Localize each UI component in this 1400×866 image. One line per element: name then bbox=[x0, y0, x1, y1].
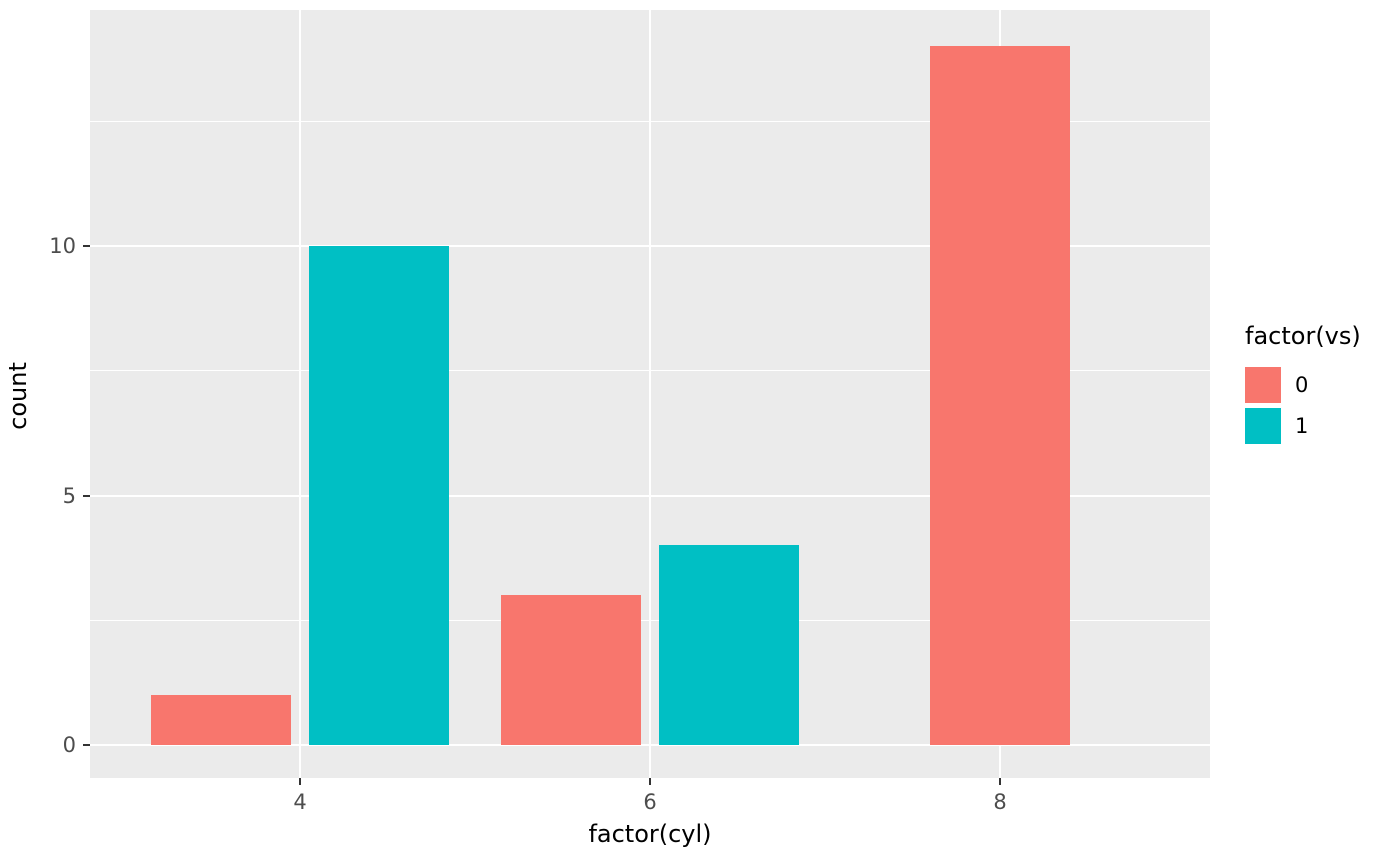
legend: factor(vs) 0 1 bbox=[1245, 322, 1395, 446]
y-tick-mark bbox=[83, 245, 90, 247]
legend-label-0: 0 bbox=[1295, 372, 1309, 397]
legend-entry: 1 bbox=[1245, 405, 1395, 446]
legend-swatch-0 bbox=[1245, 366, 1281, 403]
legend-label-1: 1 bbox=[1295, 413, 1309, 438]
bar-cyl8-vs0 bbox=[930, 46, 1070, 745]
x-tick-mark bbox=[299, 778, 301, 785]
y-tick-label: 0 bbox=[62, 733, 76, 757]
bar-cyl6-vs0 bbox=[501, 595, 641, 745]
bars-layer bbox=[90, 10, 1210, 778]
y-axis-title: count bbox=[4, 362, 32, 430]
x-tick-label: 4 bbox=[293, 790, 307, 814]
gridline-horizontal-major bbox=[90, 494, 1210, 497]
y-tick-label: 5 bbox=[62, 483, 76, 508]
legend-title: factor(vs) bbox=[1245, 322, 1361, 350]
x-tick-mark bbox=[999, 778, 1001, 785]
x-tick-label: 6 bbox=[643, 790, 657, 814]
y-tick-label: 10 bbox=[49, 234, 76, 258]
x-axis-title: factor(cyl) bbox=[588, 820, 712, 848]
x-tick-label: 8 bbox=[993, 790, 1007, 814]
plot-panel bbox=[90, 10, 1210, 778]
bar-cyl4-vs1 bbox=[309, 246, 449, 745]
gridline-horizontal-minor bbox=[90, 120, 1210, 122]
legend-entry: 0 bbox=[1245, 364, 1395, 405]
bar-cyl6-vs1 bbox=[659, 545, 799, 745]
bar-cyl4-vs0 bbox=[151, 695, 291, 745]
y-tick-mark bbox=[83, 744, 90, 746]
x-tick-mark bbox=[649, 778, 651, 785]
gridline-horizontal-major bbox=[90, 245, 1210, 247]
gridline-horizontal-minor bbox=[90, 370, 1210, 372]
gridline-vertical-major bbox=[299, 10, 301, 778]
gridline-vertical-major bbox=[649, 10, 651, 778]
legend-swatch-1 bbox=[1245, 407, 1281, 444]
gridline-horizontal-major bbox=[90, 744, 1210, 746]
gridline-horizontal-minor bbox=[90, 619, 1210, 621]
y-tick-mark bbox=[83, 494, 90, 497]
